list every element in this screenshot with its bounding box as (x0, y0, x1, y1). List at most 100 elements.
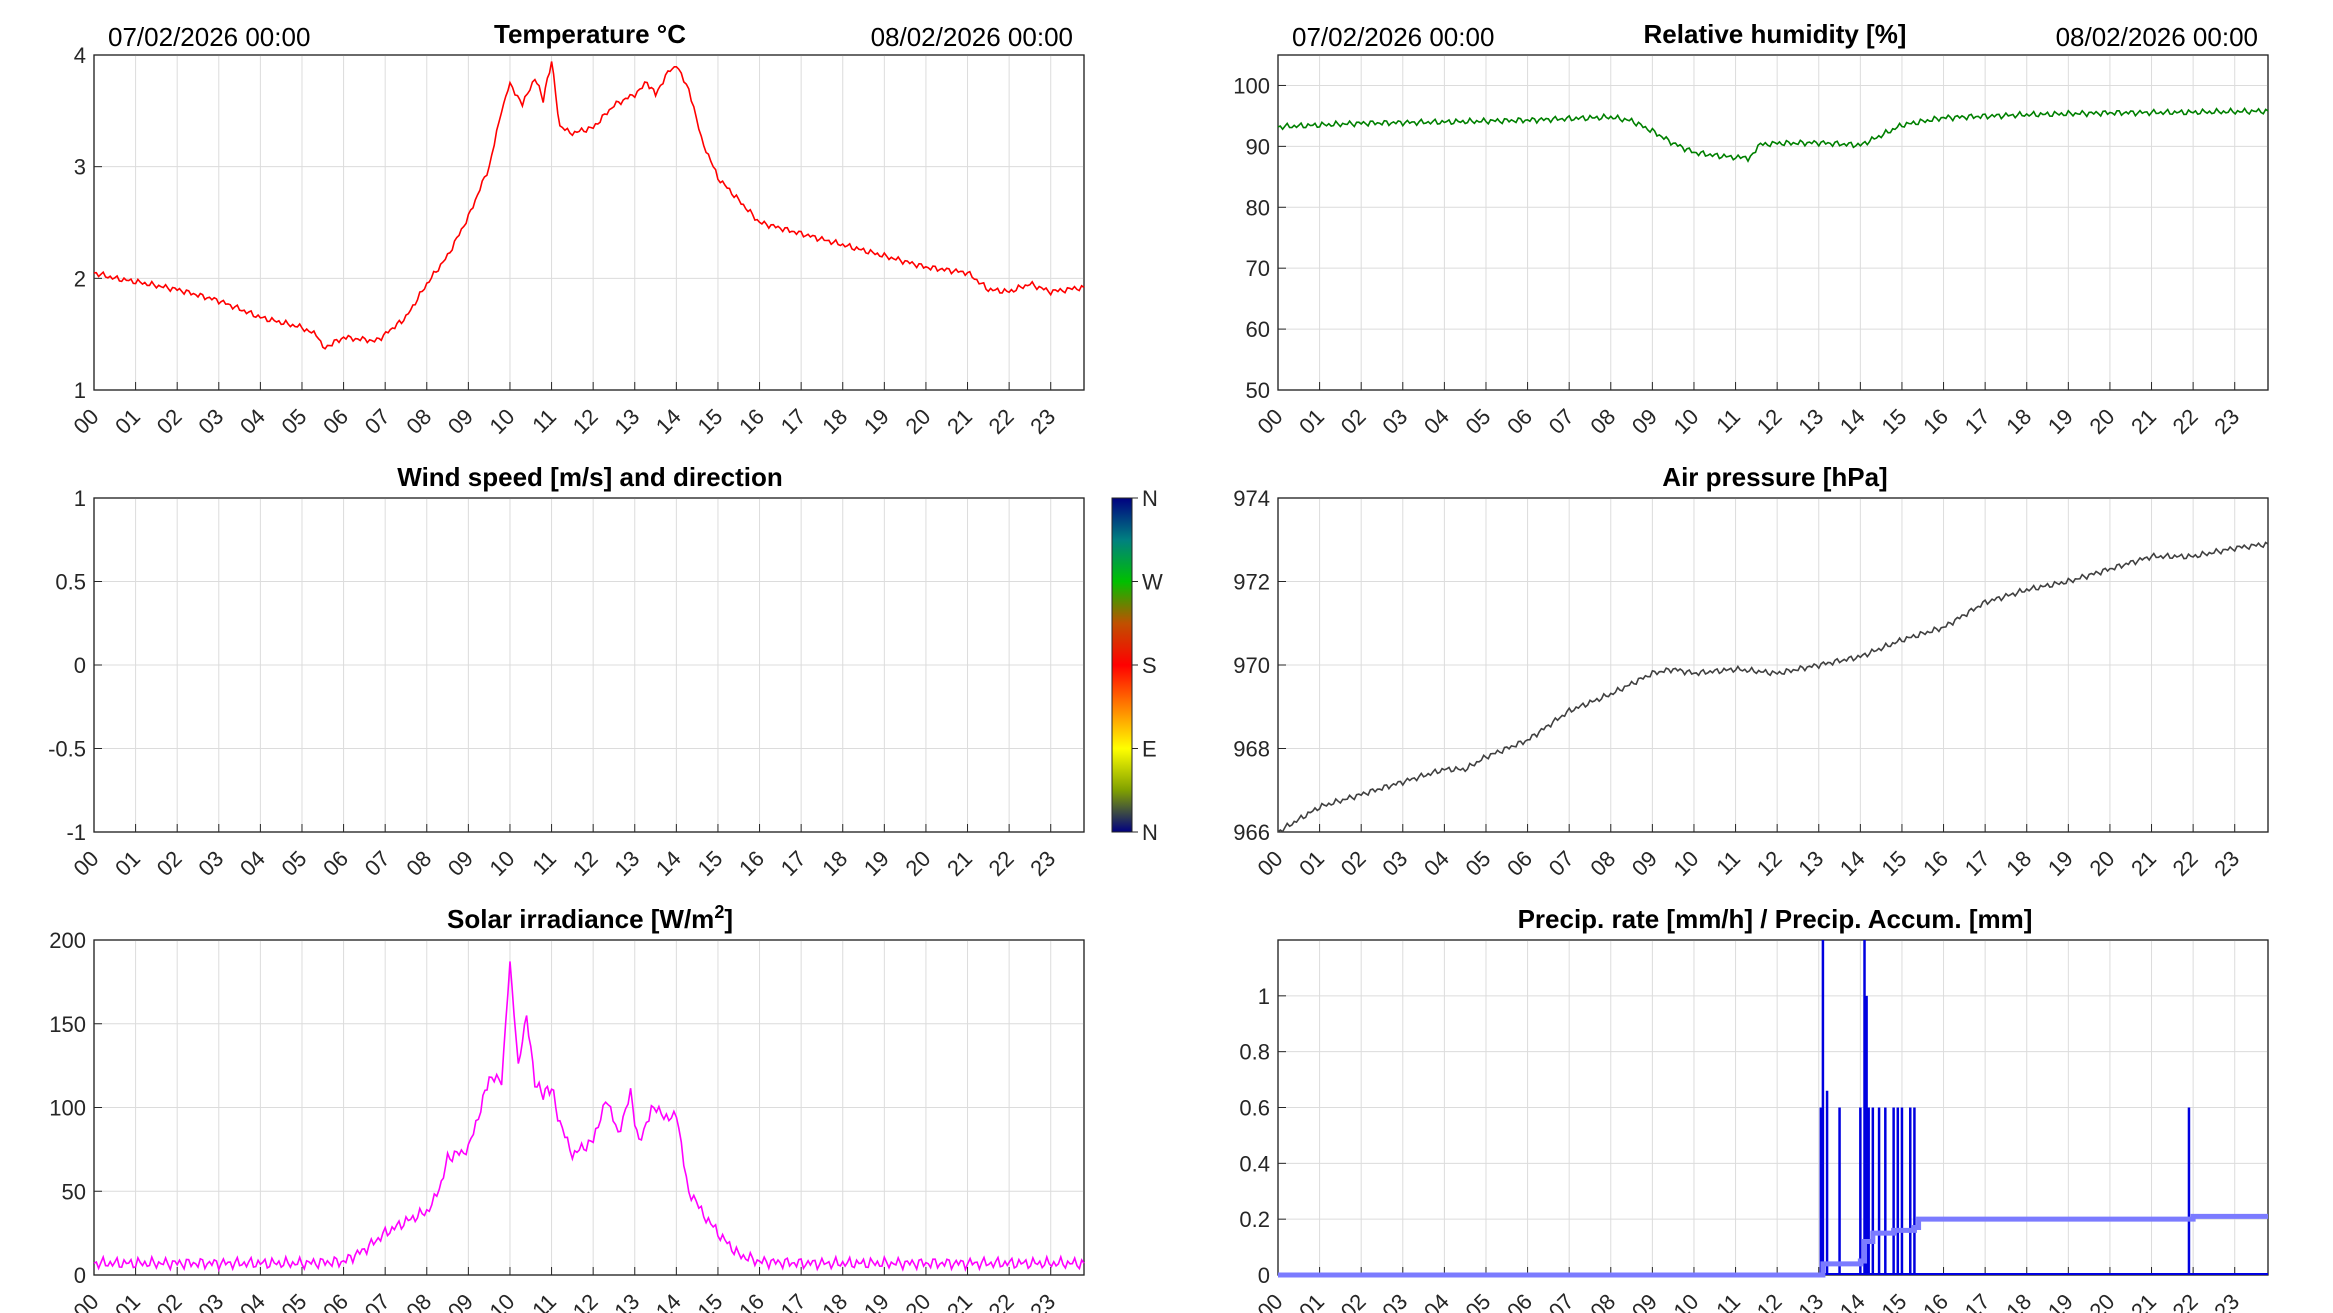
wind-xtick-label: 03 (193, 846, 228, 881)
temperature-xtick-label: 14 (651, 404, 686, 439)
humidity-xtick-label: 10 (1669, 404, 1704, 439)
pressure-frame (1277, 497, 2269, 833)
solar-xtick-label: 09 (443, 1289, 478, 1313)
pressure-ytick-label: 970 (1233, 653, 1270, 678)
temperature-plot-area (93, 54, 1085, 391)
wind-xtick-label: 15 (692, 846, 727, 881)
pressure-xtick-label: 03 (1377, 846, 1412, 881)
colorbar-label-3: W (1142, 570, 1163, 595)
temperature-xtick-label: 16 (734, 404, 769, 439)
precip-ytick-label: 0.2 (1239, 1207, 1270, 1232)
wind-xtick-label: 11 (527, 846, 561, 880)
humidity-xtick-label: 08 (1585, 404, 1620, 439)
humidity-chart: 00 01 02 03 04 05 06 07 08 09 10 11 12 13 14 15 16 17 18 19… (1233, 19, 2269, 439)
precip-ytick-label: 1 (1258, 984, 1270, 1009)
precip-ytick-label: 0.6 (1239, 1096, 1270, 1121)
pressure-title: Air pressure [hPa] (1662, 462, 1887, 492)
precip-xtick-label: 14 (1835, 1289, 1870, 1313)
pressure-xtick-label: 18 (2001, 846, 2036, 881)
precip-xtick-label: 01 (1294, 1289, 1329, 1313)
solar-xtick-label: 05 (277, 1289, 312, 1313)
humidity-xtick-label: 09 (1627, 404, 1662, 439)
humidity-xtick-label: 02 (1336, 404, 1371, 439)
temperature-xtick-label: 03 (193, 404, 228, 439)
precip-xtick-label: 17 (1960, 1289, 1995, 1313)
temperature-xtick-label: 07 (360, 404, 395, 439)
precip-ytick-label: 0.8 (1239, 1040, 1270, 1065)
humidity-ytick-label: 70 (1246, 256, 1270, 281)
humidity-xtick-label: 12 (1752, 404, 1787, 439)
pressure-ytick-label: 972 (1233, 570, 1270, 595)
temperature-xtick-label: 20 (900, 404, 935, 439)
wind-xtick-label: 14 (651, 846, 686, 881)
solar-xtick-label: 04 (235, 1289, 270, 1313)
pressure-xtick-label: 17 (1960, 846, 1995, 881)
humidity-xtick-label: 21 (2126, 404, 2161, 439)
precip-xtick-label: 12 (1752, 1289, 1787, 1313)
humidity-plot-area (1277, 54, 2269, 391)
colorbar-label-2: S (1142, 653, 1157, 678)
wind-xtick-label: 02 (152, 846, 187, 881)
wind-xtick-label: 20 (900, 846, 935, 881)
precip-xtick-label: 08 (1585, 1289, 1620, 1313)
solar-chart: 00 01 02 03 04 05 06 07 08 09 10 11 12 13 14 15 16 17 18 19… (49, 902, 1085, 1313)
wind-title: Wind speed [m/s] and direction (397, 462, 782, 492)
precip-xtick-label: 02 (1336, 1289, 1371, 1313)
humidity-xtick-label: 18 (2001, 404, 2036, 439)
wind-frame (93, 497, 1085, 833)
wind-chart: 00 01 02 03 04 05 06 07 08 09 10 11 12 13 14 15 16 17 18 19… (48, 462, 1085, 881)
temperature-xtick-label: 17 (776, 404, 811, 439)
pressure-xtick-label: 11 (1711, 846, 1745, 880)
wind-xtick-label: 06 (318, 846, 353, 881)
pressure-xtick-label: 20 (2084, 846, 2119, 881)
pressure-ytick-label: 974 (1233, 486, 1270, 511)
wind-xtick-label: 21 (942, 846, 977, 881)
solar-frame (93, 939, 1085, 1276)
solar-xtick-label: 06 (318, 1289, 353, 1313)
humidity-xtick-label: 00 (1253, 404, 1288, 439)
wind-ytick-label: 1 (74, 486, 86, 511)
solar-xtick-label: 12 (568, 1289, 603, 1313)
pressure-xtick-label: 10 (1669, 846, 1704, 881)
colorbar-label-1: E (1142, 737, 1157, 762)
precip-xtick-label: 03 (1377, 1289, 1412, 1313)
start-date-right: 07/02/2026 00:00 (1292, 22, 1494, 52)
pressure-xtick-label: 19 (2043, 846, 2078, 881)
wind-xtick-label: 19 (859, 846, 894, 881)
wind-xtick-label: 05 (277, 846, 312, 881)
temperature-frame (93, 54, 1085, 391)
solar-xtick-label: 07 (360, 1289, 395, 1313)
wind-xtick-label: 22 (984, 846, 1019, 881)
pressure-xtick-label: 12 (1752, 846, 1787, 881)
precip-xtick-label: 06 (1502, 1289, 1537, 1313)
precip-xtick-label: 10 (1669, 1289, 1704, 1313)
colorbar-label-4: N (1142, 486, 1158, 511)
humidity-frame (1277, 54, 2269, 391)
solar-xtick-label: 01 (110, 1289, 145, 1313)
temperature-xtick-label: 08 (401, 404, 436, 439)
solar-xtick-label: 15 (692, 1289, 727, 1313)
temperature-ytick-label: 4 (74, 43, 86, 68)
humidity-ytick-label: 90 (1246, 134, 1270, 159)
pressure-xtick-label: 02 (1336, 846, 1371, 881)
humidity-xtick-label: 11 (1711, 404, 1745, 438)
solar-xtick-label: 18 (817, 1289, 852, 1313)
temperature-xtick-label: 11 (527, 404, 561, 438)
precip-xtick-label: 15 (1876, 1289, 1911, 1313)
pressure-xtick-label: 04 (1419, 846, 1454, 881)
precip-xtick-label: 20 (2084, 1289, 2119, 1313)
wind-ytick-label: 0.5 (55, 570, 86, 595)
temperature-xtick-label: 09 (443, 404, 478, 439)
precip-ytick-label: 0 (1258, 1263, 1270, 1288)
humidity-xtick-label: 07 (1544, 404, 1579, 439)
precip-chart: 00 01 02 03 04 05 06 07 08 09 10 11 12 13 14 15 16 17 18 19… (1239, 904, 2269, 1313)
pressure-xtick-label: 01 (1294, 846, 1329, 881)
precip-xtick-label: 21 (2126, 1289, 2161, 1313)
temperature-xtick-label: 21 (942, 404, 977, 439)
wind-xtick-label: 09 (443, 846, 478, 881)
pressure-ytick-label: 966 (1233, 820, 1270, 845)
precip-xtick-label: 00 (1253, 1289, 1288, 1313)
solar-xtick-label: 08 (401, 1289, 436, 1313)
wind-xtick-label: 17 (776, 846, 811, 881)
